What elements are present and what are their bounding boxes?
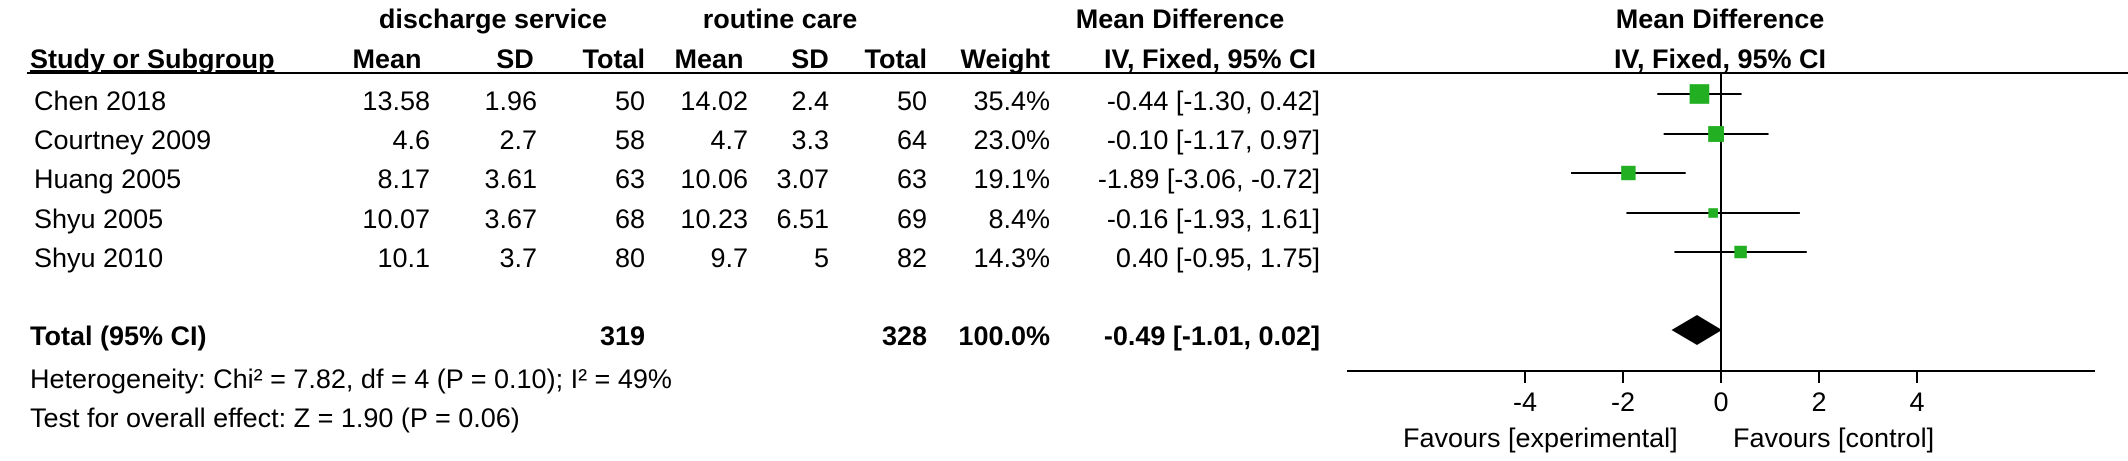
group-header-control: routine care bbox=[702, 4, 858, 34]
study-weight: 19.1% bbox=[973, 164, 1050, 194]
study-ci: -0.10 [-1.17, 0.97] bbox=[1106, 125, 1320, 155]
col-total-c: Total bbox=[864, 44, 928, 74]
study-sd-e: 1.96 bbox=[484, 86, 537, 116]
study-total-c: 69 bbox=[896, 204, 927, 234]
heterogeneity-text: Heterogeneity: Chi² = 7.82, df = 4 (P = … bbox=[30, 364, 672, 394]
plot-header: Mean Difference bbox=[1615, 4, 1825, 34]
study-marker bbox=[1689, 84, 1710, 104]
study-total-c: 63 bbox=[896, 164, 927, 194]
study-total-c: 50 bbox=[896, 86, 927, 116]
col-study: Study or Subgroup bbox=[30, 44, 275, 74]
study-weight: 35.4% bbox=[973, 86, 1050, 116]
study-total-c: 82 bbox=[896, 243, 927, 273]
study-sd-c: 6.51 bbox=[776, 204, 829, 234]
col-sd-c: SD bbox=[791, 44, 829, 74]
study-sd-c: 2.4 bbox=[791, 86, 829, 116]
study-sd-c: 3.3 bbox=[791, 125, 829, 155]
study-mean-e: 13.58 bbox=[362, 86, 430, 116]
total-n-experimental: 319 bbox=[599, 321, 645, 351]
study-sd-e: 3.67 bbox=[484, 204, 537, 234]
study-mean-c: 9.7 bbox=[710, 243, 748, 273]
total-ci: -0.49 [-1.01, 0.02] bbox=[1103, 321, 1320, 351]
study-sd-e: 2.7 bbox=[499, 125, 537, 155]
study-total-c: 64 bbox=[896, 125, 927, 155]
study-sd-c: 5 bbox=[813, 243, 829, 273]
study-name: Courtney 2009 bbox=[34, 125, 212, 155]
study-mean-e: 8.17 bbox=[377, 164, 430, 194]
col-ci: IV, Fixed, 95% CI bbox=[1103, 44, 1317, 74]
study-mean-c: 4.7 bbox=[710, 125, 748, 155]
effect-header: Mean Difference bbox=[1075, 4, 1285, 34]
x-tick-label: 4 bbox=[1909, 387, 1924, 417]
study-marker bbox=[1621, 165, 1636, 181]
study-sd-c: 3.07 bbox=[776, 164, 829, 194]
study-marker bbox=[1708, 208, 1718, 218]
x-tick-label: -2 bbox=[1611, 387, 1635, 417]
total-n-control: 328 bbox=[881, 321, 927, 351]
group-header-experimental: discharge service bbox=[378, 4, 608, 34]
study-total-e: 68 bbox=[614, 204, 645, 234]
study-name: Huang 2005 bbox=[34, 164, 182, 194]
study-marker bbox=[1708, 126, 1725, 142]
study-mean-e: 10.07 bbox=[362, 204, 430, 234]
study-name: Shyu 2010 bbox=[34, 243, 164, 273]
study-mean-c: 10.23 bbox=[680, 204, 748, 234]
total-weight: 100.0% bbox=[958, 321, 1050, 351]
study-total-e: 63 bbox=[614, 164, 645, 194]
study-ci: -0.16 [-1.93, 1.61] bbox=[1106, 204, 1320, 234]
study-weight: 23.0% bbox=[973, 125, 1050, 155]
study-sd-e: 3.7 bbox=[499, 243, 537, 273]
x-tick-label: -4 bbox=[1513, 387, 1537, 417]
col-mean-e: Mean bbox=[352, 44, 422, 74]
study-weight: 8.4% bbox=[988, 204, 1050, 234]
study-name: Shyu 2005 bbox=[34, 204, 164, 234]
study-marker bbox=[1734, 245, 1747, 259]
study-weight: 14.3% bbox=[973, 243, 1050, 273]
study-ci: 0.40 [-0.95, 1.75] bbox=[1115, 243, 1320, 273]
col-mean-c: Mean bbox=[674, 44, 744, 74]
study-total-e: 80 bbox=[614, 243, 645, 273]
x-tick-label: 0 bbox=[1713, 387, 1728, 417]
study-mean-e: 10.1 bbox=[377, 243, 430, 273]
study-sd-e: 3.61 bbox=[484, 164, 537, 194]
study-mean-c: 10.06 bbox=[680, 164, 748, 194]
overall-effect-text: Test for overall effect: Z = 1.90 (P = 0… bbox=[30, 403, 520, 433]
favours-control-label: Favours [control] bbox=[1733, 423, 1935, 453]
study-mean-e: 4.6 bbox=[392, 125, 430, 155]
study-total-e: 58 bbox=[614, 125, 645, 155]
study-ci: -0.44 [-1.30, 0.42] bbox=[1106, 86, 1320, 116]
pooled-diamond bbox=[1671, 315, 1722, 345]
study-ci: -1.89 [-3.06, -0.72] bbox=[1097, 164, 1320, 194]
study-name: Chen 2018 bbox=[34, 86, 167, 116]
total-label: Total (95% CI) bbox=[30, 321, 207, 351]
plot-marks: -4 -2 0 2 4 bbox=[1513, 74, 1925, 417]
study-total-e: 50 bbox=[614, 86, 645, 116]
col-total-e: Total bbox=[582, 44, 646, 74]
col-weight: Weight bbox=[960, 44, 1051, 74]
x-tick-label: 2 bbox=[1811, 387, 1826, 417]
col-sd-e: SD bbox=[496, 44, 534, 74]
col-plot-ci: IV, Fixed, 95% CI bbox=[1613, 44, 1827, 74]
study-mean-c: 14.02 bbox=[680, 86, 748, 116]
favours-experimental-label: Favours [experimental] bbox=[1403, 423, 1678, 453]
